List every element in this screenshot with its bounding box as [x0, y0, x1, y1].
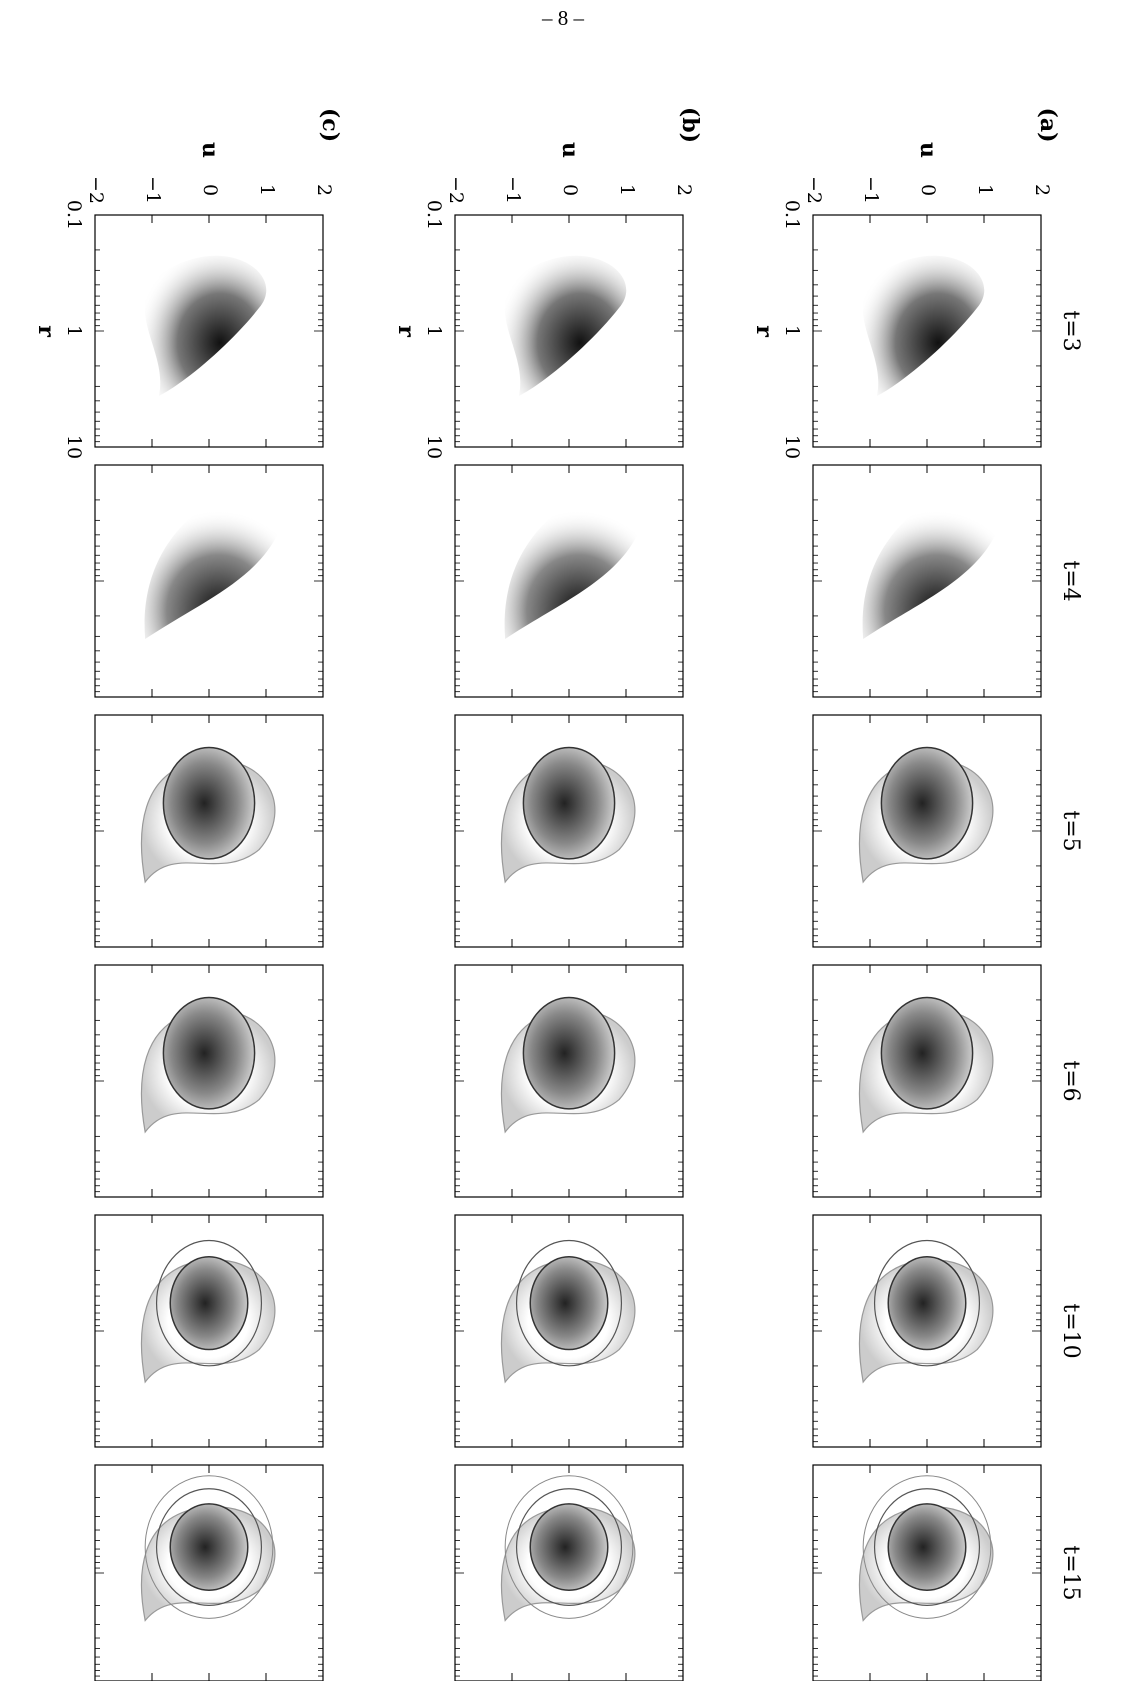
- r-tick-label: 0.1: [781, 200, 803, 230]
- u-tick-label: 1: [616, 184, 638, 196]
- density-core: [529, 1256, 609, 1351]
- y-axis-label: u: [557, 142, 583, 158]
- spiral-ring: [155, 1488, 263, 1607]
- time-label-t6: t=6: [1058, 1060, 1083, 1101]
- density-core: [169, 1503, 249, 1592]
- u-tick-label: 1: [974, 184, 996, 196]
- phase-panel-t4: [94, 464, 324, 698]
- spiral-ring: [515, 1488, 623, 1607]
- density-core: [162, 746, 256, 860]
- x-axis-label: r: [33, 325, 59, 337]
- r-tick-label: 10: [423, 435, 445, 459]
- density-core: [522, 996, 616, 1110]
- density-blob: [504, 255, 627, 396]
- u-tick-label: 2: [1031, 184, 1053, 196]
- density-blob: [504, 495, 639, 639]
- spiral-ring-outer: [144, 1475, 274, 1619]
- panel-label: (c): [317, 108, 343, 142]
- spiral-ring-outer: [504, 1475, 634, 1619]
- spiral-ring-outer: [862, 1475, 992, 1619]
- y-axis-label: u: [915, 142, 941, 158]
- spiral-ring: [873, 1488, 981, 1607]
- phase-panel-t15: [454, 1464, 684, 1681]
- u-tick-label: −1: [502, 176, 524, 204]
- density-core: [887, 1256, 967, 1351]
- panel-label: (a): [1035, 107, 1061, 142]
- r-tick-label: 1: [63, 325, 85, 337]
- spiral-ring: [155, 1239, 263, 1367]
- density-core: [880, 746, 974, 860]
- x-axis-label: r: [751, 325, 777, 337]
- r-tick-label: 1: [423, 325, 445, 337]
- r-tick-label: 10: [781, 435, 803, 459]
- u-tick-label: 0: [559, 184, 581, 196]
- density-core: [522, 746, 616, 860]
- time-label-t3: t=3: [1058, 310, 1083, 351]
- u-tick-label: −2: [85, 176, 107, 204]
- u-tick-label: 2: [313, 184, 335, 196]
- density-blob: [862, 255, 985, 396]
- phase-panel-t5: [454, 714, 684, 948]
- density-blob: [862, 495, 997, 639]
- phase-panel-t15: [812, 1464, 1042, 1681]
- r-tick-label: 0.1: [423, 200, 445, 230]
- u-tick-label: 1: [256, 184, 278, 196]
- density-blob: [144, 495, 279, 639]
- phase-panel-t5: [812, 714, 1042, 948]
- u-tick-label: 0: [917, 184, 939, 196]
- density-blob: [144, 255, 267, 396]
- time-label-t4: t=4: [1058, 560, 1083, 601]
- r-tick-label: 1: [781, 325, 803, 337]
- time-label-t10: t=10: [1058, 1303, 1083, 1358]
- panel-label: (b): [677, 107, 703, 143]
- phase-panel-t6: [812, 964, 1042, 1198]
- phase-panel-t4: [454, 464, 684, 698]
- x-axis-label: r: [393, 325, 419, 337]
- time-label-t5: t=5: [1058, 810, 1083, 851]
- r-tick-label: 10: [63, 435, 85, 459]
- phase-panel-t10: [94, 1214, 324, 1448]
- spiral-ring: [873, 1239, 981, 1367]
- phase-panel-t4: [812, 464, 1042, 698]
- density-core: [169, 1256, 249, 1351]
- phase-panel-t6: [454, 964, 684, 1198]
- phase-panel-t3: [812, 214, 1042, 448]
- density-core: [887, 1503, 967, 1592]
- u-tick-label: 0: [199, 184, 221, 196]
- u-tick-label: −2: [803, 176, 825, 204]
- phase-panel-t10: [454, 1214, 684, 1448]
- u-tick-label: −1: [142, 176, 164, 204]
- phase-panel-t15: [94, 1464, 324, 1681]
- u-tick-label: 2: [673, 184, 695, 196]
- phase-panel-t10: [812, 1214, 1042, 1448]
- phase-panel-t6: [94, 964, 324, 1198]
- phase-panel-t3: [94, 214, 324, 448]
- spiral-ring: [515, 1239, 623, 1367]
- u-tick-label: −2: [445, 176, 467, 204]
- page-number: – 8 –: [542, 6, 584, 30]
- density-core: [529, 1503, 609, 1592]
- time-label-t15: t=15: [1058, 1545, 1083, 1600]
- u-tick-label: −1: [860, 176, 882, 204]
- density-core: [880, 996, 974, 1110]
- y-axis-label: u: [197, 142, 223, 158]
- phase-panel-t3: [454, 214, 684, 448]
- phase-panel-t5: [94, 714, 324, 948]
- r-tick-label: 0.1: [63, 200, 85, 230]
- density-core: [162, 996, 256, 1110]
